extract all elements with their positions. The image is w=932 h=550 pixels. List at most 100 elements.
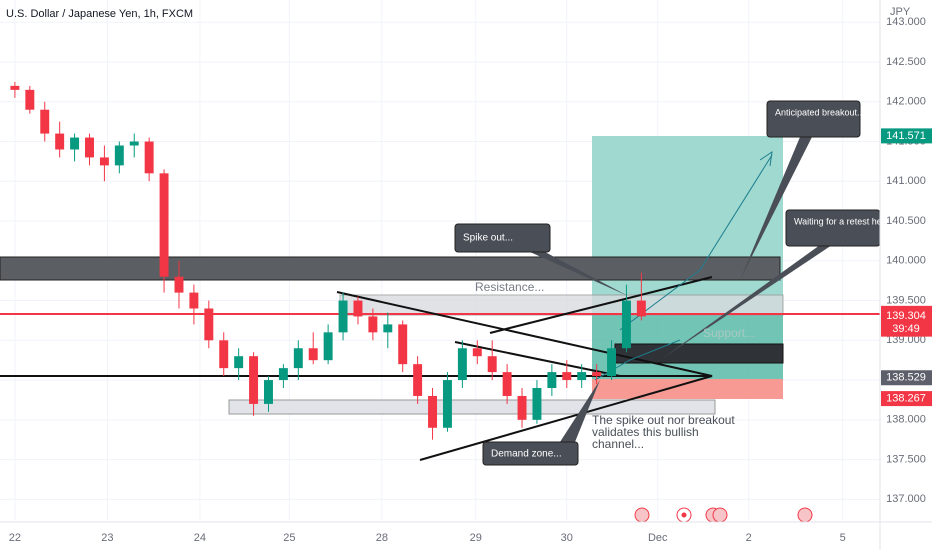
candle-body bbox=[398, 324, 408, 365]
event-icon[interactable] bbox=[797, 507, 813, 523]
candle-body bbox=[607, 348, 616, 377]
candle-body bbox=[383, 324, 393, 333]
zone-label: Support... bbox=[703, 326, 755, 340]
callout-tail bbox=[740, 137, 812, 280]
candle-body bbox=[472, 348, 482, 357]
target-zone bbox=[592, 136, 783, 314]
y-tick-label: 140.500 bbox=[886, 215, 926, 227]
y-tick-label: 139.000 bbox=[886, 334, 926, 346]
price-label: 138.529 bbox=[886, 372, 926, 384]
price-label-box bbox=[881, 391, 932, 407]
candle-body bbox=[338, 300, 348, 333]
candle-body bbox=[442, 380, 452, 428]
y-tick-label: 137.000 bbox=[886, 493, 926, 505]
candle-body bbox=[264, 380, 273, 404]
chart-title: U.S. Dollar / Japanese Yen, 1h, FXCM bbox=[6, 8, 193, 20]
channel-line bbox=[454, 341, 621, 377]
candle-body bbox=[592, 372, 602, 377]
resistance-band bbox=[0, 256, 781, 281]
x-tick-label: 25 bbox=[283, 532, 295, 544]
callout-text: Anticipated breakout... bbox=[775, 107, 865, 117]
x-tick-label: Dec bbox=[648, 532, 668, 544]
callout-text: Waiting for a retest here... bbox=[794, 216, 897, 226]
candle-body bbox=[323, 332, 333, 361]
candle-body bbox=[577, 372, 587, 381]
candle-body bbox=[532, 388, 542, 420]
callout bbox=[766, 100, 861, 138]
candle-body bbox=[114, 145, 124, 166]
y-tick-label: 138.000 bbox=[886, 414, 926, 426]
candle-body bbox=[159, 173, 169, 277]
note: The spike out nor breakout validates thi… bbox=[592, 414, 735, 451]
candle-body bbox=[621, 300, 631, 349]
candle-body bbox=[234, 356, 244, 369]
breakout-arrow bbox=[619, 154, 773, 331]
candle-body bbox=[353, 300, 363, 317]
candle-body bbox=[40, 109, 50, 134]
candle-body bbox=[487, 356, 497, 373]
currency: JPY bbox=[890, 6, 911, 18]
callout-text: Spike out... bbox=[463, 233, 513, 244]
x-tick-label: 22 bbox=[9, 532, 21, 544]
candle-body bbox=[189, 292, 199, 309]
candle-body bbox=[413, 364, 423, 396]
candle-body bbox=[129, 141, 139, 146]
price-label: 141.571 bbox=[886, 130, 926, 142]
x-tick-label: 23 bbox=[101, 532, 113, 544]
resistance-box bbox=[339, 294, 784, 316]
candle-body bbox=[428, 395, 438, 428]
stop-zone bbox=[592, 379, 783, 399]
candle-body bbox=[55, 133, 65, 150]
y-tick-label: 142.500 bbox=[886, 56, 926, 68]
demand-box bbox=[228, 399, 716, 415]
path-arrow bbox=[594, 339, 681, 381]
candle-body bbox=[457, 348, 467, 381]
y-tick-label: 143.000 bbox=[886, 16, 926, 28]
candle-body bbox=[308, 348, 318, 361]
x-tick-label: 29 bbox=[470, 532, 482, 544]
y-tick-label: 137.500 bbox=[886, 453, 926, 465]
candle-body bbox=[368, 316, 378, 333]
y-tick-label: 141.000 bbox=[886, 175, 926, 187]
price-label-box bbox=[881, 308, 932, 337]
channel-top bbox=[489, 276, 713, 334]
candle-body bbox=[502, 372, 512, 396]
candle-body bbox=[293, 348, 303, 369]
y-tick-label: 139.500 bbox=[886, 294, 926, 306]
x-tick-label: 28 bbox=[376, 532, 388, 544]
callout-tail bbox=[560, 380, 600, 442]
price-label-box bbox=[881, 128, 932, 144]
candle-body bbox=[562, 372, 572, 381]
y-tick-label: 142.000 bbox=[886, 96, 926, 108]
candle-body bbox=[25, 89, 35, 110]
callout-tail bbox=[660, 245, 832, 360]
arrow-head bbox=[759, 150, 773, 167]
candle-body bbox=[10, 85, 20, 90]
candle-body bbox=[249, 356, 259, 404]
candle-body bbox=[278, 368, 288, 381]
candle-body bbox=[204, 308, 214, 341]
callout-text: Demand zone... bbox=[491, 449, 562, 460]
event-icon[interactable] bbox=[634, 507, 650, 523]
countdown: 39:49 bbox=[892, 323, 920, 335]
event-icon-dot bbox=[681, 512, 687, 518]
callout-tail bbox=[530, 252, 628, 296]
callout bbox=[482, 441, 579, 466]
x-tick-label: 2 bbox=[746, 532, 752, 544]
event-icon[interactable] bbox=[712, 507, 728, 523]
zone-label: Resistance... bbox=[475, 280, 544, 294]
candle-body bbox=[174, 276, 184, 293]
candle-body bbox=[636, 300, 646, 317]
price-label: 139.304 bbox=[886, 310, 926, 322]
callout bbox=[454, 223, 551, 253]
candle-body bbox=[144, 141, 154, 174]
candle-body bbox=[70, 137, 80, 150]
x-tick-label: 24 bbox=[194, 532, 206, 544]
triangle bbox=[336, 291, 713, 461]
note-text: The spike out nor breakout validates thi… bbox=[592, 414, 735, 451]
y-tick-label: 140.000 bbox=[886, 255, 926, 267]
x-tick-label: 5 bbox=[840, 532, 846, 544]
candle-body bbox=[517, 395, 527, 420]
x-tick-label: 30 bbox=[561, 532, 573, 544]
